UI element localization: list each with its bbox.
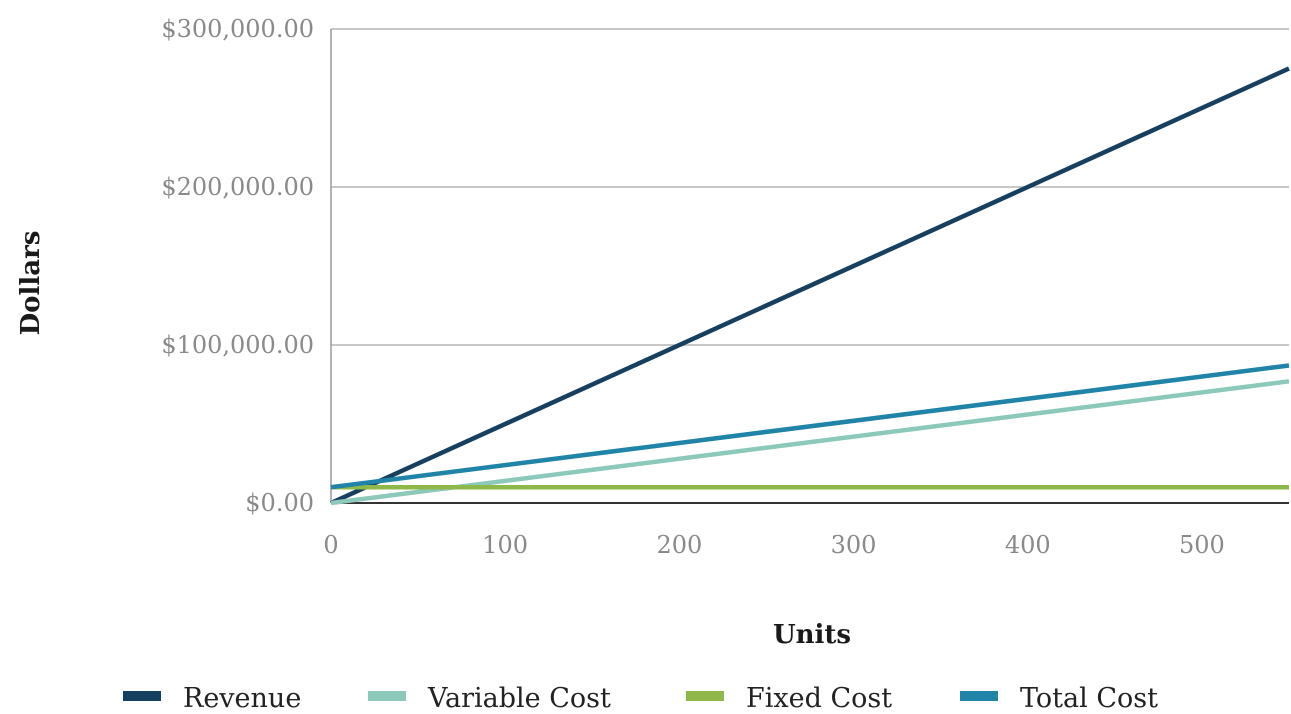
legend: Revenue Variable Cost Fixed Cost Total Cost: [123, 683, 1158, 714]
legend-swatch: [686, 691, 724, 701]
x-axis-title: Units: [773, 620, 851, 650]
x-axis-ticks: 0 100 200 300 400 500: [323, 531, 1224, 559]
legend-label: Total Cost: [1020, 683, 1158, 714]
legend-item-revenue: Revenue: [123, 683, 301, 714]
y-tick-label: $0.00: [245, 489, 314, 517]
x-tick-label: 500: [1179, 531, 1225, 559]
legend-label: Revenue: [183, 683, 301, 714]
series-line-total-cost: [330, 363, 1290, 490]
legend-item-total-cost: Total Cost: [960, 683, 1158, 714]
y-tick-label: $100,000.00: [161, 331, 314, 359]
y-tick-label: $200,000.00: [161, 173, 314, 201]
y-axis-ticks: $0.00 $100,000.00 $200,000.00 $300,000.00: [161, 15, 314, 517]
grid-lines: [331, 28, 1289, 346]
legend-item-variable-cost: Variable Cost: [368, 683, 611, 714]
x-tick-label: 100: [482, 531, 528, 559]
y-tick-label: $300,000.00: [161, 15, 314, 43]
x-tick-label: 0: [323, 531, 338, 559]
y-axis-title: Dollars: [16, 231, 46, 336]
legend-swatch: [123, 691, 161, 701]
series-line-variable-cost: [330, 379, 1290, 506]
x-tick-label: 400: [1005, 531, 1051, 559]
x-tick-label: 200: [656, 531, 702, 559]
x-tick-label: 300: [831, 531, 877, 559]
legend-label: Variable Cost: [427, 683, 611, 714]
legend-swatch: [368, 691, 406, 701]
series-lines: [330, 66, 1290, 506]
legend-item-fixed-cost: Fixed Cost: [686, 683, 892, 714]
legend-swatch: [960, 691, 998, 701]
legend-label: Fixed Cost: [746, 683, 892, 714]
series-line-revenue: [330, 66, 1290, 506]
